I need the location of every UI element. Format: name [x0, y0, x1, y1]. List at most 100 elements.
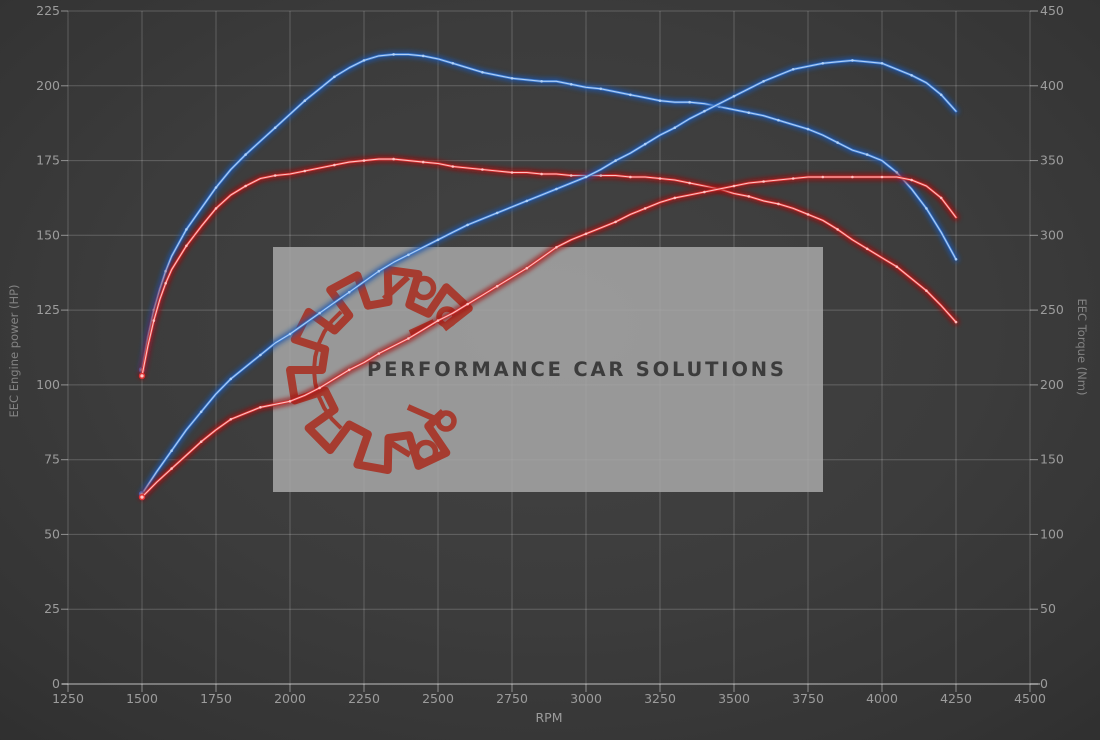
torque-red-start-dot [138, 372, 146, 380]
power-red-marker [732, 184, 736, 188]
torque-blue-marker [451, 62, 455, 65]
torque-red-marker [392, 157, 395, 161]
y-left-tick-label: 125 [36, 302, 60, 317]
torque-blue-marker [747, 111, 751, 114]
torque-blue-marker [688, 100, 691, 104]
power-blue-marker [821, 62, 825, 65]
torque-blue-marker [658, 99, 662, 102]
y-right-tick-label: 100 [1040, 526, 1064, 541]
torque-blue-marker [806, 127, 810, 131]
torque-red-marker [244, 184, 247, 188]
power-blue-marker [910, 74, 913, 77]
x-tick-label: 4250 [940, 691, 972, 706]
power-red-marker [614, 220, 617, 224]
torque-blue-marker [599, 87, 603, 91]
power-red-marker [347, 368, 351, 372]
x-tick-label: 2750 [496, 691, 528, 706]
power-blue-marker [288, 332, 292, 336]
torque-blue-marker [481, 71, 484, 74]
power-red-marker [910, 178, 913, 182]
x-tick-label: 3750 [792, 691, 824, 706]
torque-blue-marker [865, 153, 869, 156]
x-tick-label: 3000 [570, 691, 602, 706]
y-right-tick-label: 200 [1040, 377, 1064, 392]
x-tick-label: 2000 [274, 691, 306, 706]
torque-red-marker [164, 281, 167, 285]
torque-red-marker [451, 165, 455, 168]
x-tick-label: 1500 [126, 691, 158, 706]
watermark-title: PERFORMANCE CAR SOLUTIONS [367, 358, 787, 381]
torque-red-marker [688, 181, 691, 185]
circuit-trace [406, 404, 435, 421]
torque-red-marker [629, 175, 632, 179]
x-tick-label: 2500 [422, 691, 454, 706]
power-red-marker [643, 207, 647, 210]
power-red-marker [673, 196, 677, 200]
power-blue-curve [138, 57, 960, 498]
torque-red-marker [303, 169, 307, 173]
y-right-tick-label: 250 [1040, 302, 1064, 317]
torque-red-marker [806, 213, 810, 216]
torque-red-marker [954, 320, 958, 324]
power-red-marker [821, 175, 825, 179]
gear-inner-arc [311, 310, 343, 430]
power-blue-marker [643, 142, 647, 146]
x-tick-label: 1250 [52, 691, 84, 706]
torque-red-marker [510, 171, 514, 174]
torque-blue-marker [392, 53, 395, 56]
power-red-marker [199, 440, 203, 444]
power-red-marker [791, 177, 795, 180]
power-red-marker [584, 232, 588, 236]
power-red-marker [495, 284, 499, 288]
y-right-tick-label: 150 [1040, 452, 1064, 467]
power-blue-marker [584, 175, 588, 179]
curves-layer [138, 51, 960, 501]
y-left-axis-title: EEC Engine power (HP) [7, 284, 21, 417]
circuit-trace [384, 437, 412, 458]
torque-red-marker [185, 244, 188, 248]
power-blue-marker [880, 62, 884, 65]
torque-red-marker [658, 177, 662, 180]
x-tick-label: 3500 [718, 691, 750, 706]
power-blue-marker [347, 290, 351, 294]
torque-red-marker [152, 319, 156, 322]
torque-red-marker [421, 160, 425, 164]
x-axis-title: RPM [535, 710, 562, 725]
power-blue-marker [436, 238, 440, 242]
power-red-marker [939, 196, 943, 200]
power-blue-marker [466, 223, 469, 227]
power-red-marker [880, 175, 884, 179]
torque-blue-marker [362, 59, 366, 62]
torque-blue-marker [214, 186, 218, 189]
power-red-marker [555, 246, 558, 249]
power-blue-marker [377, 269, 381, 273]
torque-red-marker [895, 265, 899, 269]
power-blue-marker [170, 449, 173, 453]
torque-blue-marker [421, 54, 425, 58]
torque-red-marker [747, 195, 751, 198]
torque-blue-marker [954, 258, 958, 261]
power-blue-marker [199, 410, 203, 414]
power-red-marker [407, 337, 410, 340]
torque-red-marker [273, 174, 277, 177]
power-blue-marker [851, 59, 854, 62]
power-blue-marker [762, 80, 765, 83]
torque-red-marker [540, 172, 543, 176]
torque-red-marker [569, 174, 573, 177]
torque-blue-marker [569, 83, 573, 86]
torque-blue-marker [510, 77, 514, 80]
torque-blue-marker [333, 75, 336, 79]
power-red-marker [229, 418, 233, 421]
torque-blue-marker [629, 93, 632, 97]
torque-blue-marker [164, 269, 167, 273]
power-red-marker [466, 302, 469, 306]
torque-blue-marker [777, 118, 780, 122]
y-left-tick-label: 0 [52, 676, 60, 691]
torque-red-marker [925, 289, 928, 293]
tick-labels-layer: 1250 1500 1750 2000 2250 2500 2750 3000 3250 3500… [36, 3, 1064, 706]
power-blue-marker [229, 377, 233, 381]
circuit-node [411, 275, 437, 301]
power-red-marker [259, 406, 262, 409]
